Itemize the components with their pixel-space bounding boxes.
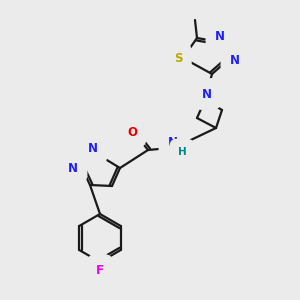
Text: N: N [230, 53, 240, 67]
Text: N: N [168, 136, 178, 149]
Text: H: H [178, 147, 186, 157]
Text: O: O [127, 125, 137, 139]
Text: F: F [96, 263, 104, 277]
Text: N: N [202, 88, 212, 100]
Text: N: N [88, 142, 98, 155]
Text: S: S [174, 52, 182, 64]
Text: N: N [68, 161, 78, 175]
Text: N: N [215, 29, 225, 43]
